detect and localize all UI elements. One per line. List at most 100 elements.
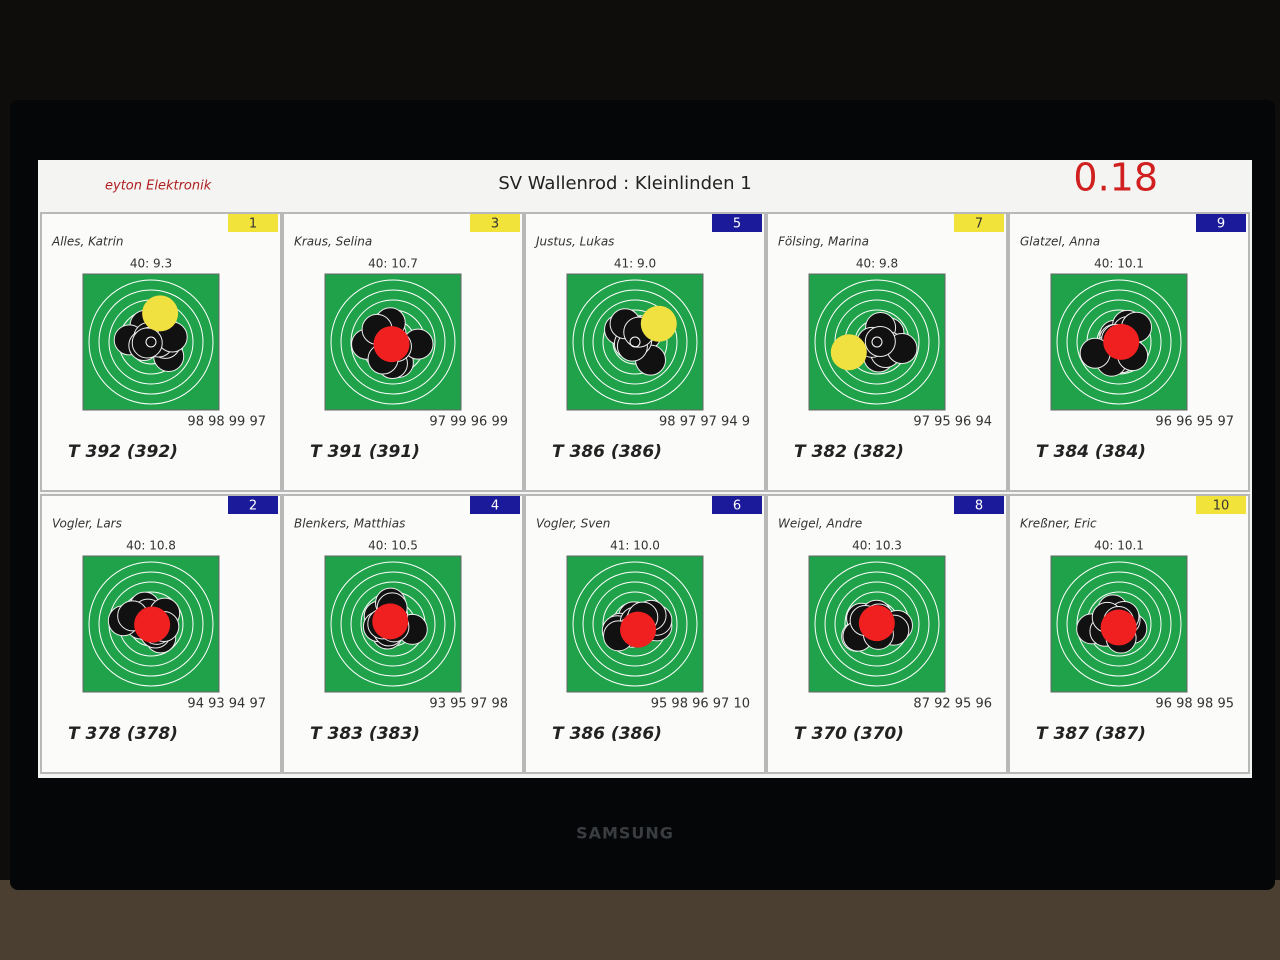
series-scores: 97 99 96 99 xyxy=(429,415,508,430)
lane-number: 2 xyxy=(249,499,257,514)
last-shot-hole xyxy=(858,605,895,642)
shooter-name: Justus, Lukas xyxy=(534,235,614,249)
total-score: T 378 (378) xyxy=(68,724,178,744)
shooter-card: 2 Vogler, Lars 40: 10.8 94 93 94 97 T 378 (3… xyxy=(40,494,282,774)
lane-number: 1 xyxy=(249,217,257,232)
series-scores: 98 97 97 94 9 xyxy=(659,415,750,430)
total-score: T 384 (384) xyxy=(1036,442,1146,462)
shooter-name: Kraus, Selina xyxy=(294,235,372,249)
target-ring xyxy=(592,299,678,385)
target-ring xyxy=(572,279,698,405)
lane-badge xyxy=(228,214,278,232)
series-scores: 94 93 94 97 xyxy=(187,697,266,712)
shooter-name: Alles, Katrin xyxy=(51,235,124,249)
lane-number: 6 xyxy=(733,499,741,514)
target-ring xyxy=(340,571,446,677)
total-score: T 387 (387) xyxy=(1036,724,1146,744)
lane-badge xyxy=(470,214,520,232)
shot-hole xyxy=(131,327,163,359)
last-shot-hole xyxy=(1100,609,1137,646)
lane-number: 7 xyxy=(975,217,983,232)
lane-badge xyxy=(1196,496,1246,514)
target-ring xyxy=(824,289,930,395)
series-scores: 96 96 95 97 xyxy=(1155,415,1234,430)
shooter-card: 3 Kraus, Selina 40: 10.7 97 99 96 99 T 391 (… xyxy=(282,212,524,492)
target-ring xyxy=(1066,289,1172,395)
shooter-card: 9 Glatzel, Anna 40: 10.1 96 96 95 97 T 384 (… xyxy=(1008,212,1250,492)
total-score: T 382 (382) xyxy=(794,442,904,462)
last-shot-hole xyxy=(1103,323,1140,360)
target-ring xyxy=(88,561,214,687)
target-ring xyxy=(592,581,678,667)
last-shot-hole xyxy=(372,603,409,640)
series-scores: 93 95 97 98 xyxy=(429,697,508,712)
lane-badge xyxy=(712,214,762,232)
last-shot: 40: 9.3 xyxy=(130,257,172,271)
last-shot: 41: 9.0 xyxy=(614,257,656,271)
target-ring xyxy=(1076,299,1162,385)
lane-badge xyxy=(1196,214,1246,232)
series-scores: 96 98 98 95 xyxy=(1155,697,1234,712)
last-shot-hole xyxy=(373,326,410,363)
target-center xyxy=(629,336,641,348)
last-shot-hole xyxy=(830,334,867,371)
target-ring xyxy=(582,571,688,677)
target-ring xyxy=(330,279,456,405)
target-ring xyxy=(350,299,436,385)
target-ring xyxy=(350,581,436,667)
last-shot-hole xyxy=(620,611,657,648)
last-shot: 40: 10.5 xyxy=(368,539,418,553)
card-frame xyxy=(524,212,766,492)
target-ring xyxy=(834,581,920,667)
target-ring xyxy=(814,279,940,405)
total-score: T 383 (383) xyxy=(310,724,420,744)
shooter-card: 8 Weigel, Andre 40: 10.3 87 92 95 96 T 370 (… xyxy=(766,494,1008,774)
target-ring xyxy=(602,309,668,375)
target-ring xyxy=(572,561,698,687)
shooter-name: Kreßner, Eric xyxy=(1020,517,1097,531)
series-scores: 98 98 99 97 xyxy=(187,415,266,430)
target-ring xyxy=(1056,279,1182,405)
last-shot-hole xyxy=(134,606,171,643)
lane-number: 8 xyxy=(975,499,983,514)
last-shot: 40: 9.8 xyxy=(856,257,898,271)
last-shot: 40: 10.1 xyxy=(1094,257,1144,271)
lane-badge xyxy=(228,496,278,514)
last-shot-hole xyxy=(142,295,179,332)
lane-number: 4 xyxy=(491,499,499,514)
card-grid: 1 Alles, Katrin 40: 9.3 98 98 99 97 T 392 (3… xyxy=(40,212,1250,774)
series-scores: 95 98 96 97 10 xyxy=(651,697,750,712)
target-ring xyxy=(1056,561,1182,687)
series-scores: 87 92 95 96 xyxy=(913,697,992,712)
shooter-name: Glatzel, Anna xyxy=(1020,235,1100,249)
shooter-name: Vogler, Sven xyxy=(536,517,610,531)
brand: eyton Elektronik xyxy=(105,179,212,194)
target-ring xyxy=(582,289,688,395)
target-center xyxy=(871,336,883,348)
clock: 0.18 xyxy=(1073,156,1158,200)
total-score: T 386 (386) xyxy=(552,442,662,462)
target-ring xyxy=(814,561,940,687)
shooter-card: 7 Fölsing, Marina 40: 9.8 97 95 96 94 T 382 … xyxy=(766,212,1008,492)
tv-brand: SAMSUNG xyxy=(576,824,674,843)
shooter-name: Fölsing, Marina xyxy=(778,235,869,249)
shooter-name: Weigel, Andre xyxy=(778,517,862,531)
last-shot-hole xyxy=(640,305,677,342)
shooter-card: 4 Blenkers, Matthias 40: 10.5 93 95 97 98 T … xyxy=(282,494,524,774)
total-score: T 391 (391) xyxy=(310,442,420,462)
last-shot: 41: 10.0 xyxy=(610,539,660,553)
lane-badge xyxy=(954,214,1004,232)
shot-hole xyxy=(864,325,896,357)
target-center xyxy=(145,336,157,348)
lane-badge xyxy=(470,496,520,514)
match-title: SV Wallenrod : Kleinlinden 1 xyxy=(498,173,751,194)
total-score: T 392 (392) xyxy=(68,442,178,462)
lane-number: 5 xyxy=(733,217,741,232)
lane-badge xyxy=(954,496,1004,514)
last-shot: 40: 10.8 xyxy=(126,539,176,553)
target-ring xyxy=(340,289,446,395)
shooter-card: 10 Kreßner, Eric 40: 10.1 96 98 98 95 T 387 … xyxy=(1008,494,1250,774)
